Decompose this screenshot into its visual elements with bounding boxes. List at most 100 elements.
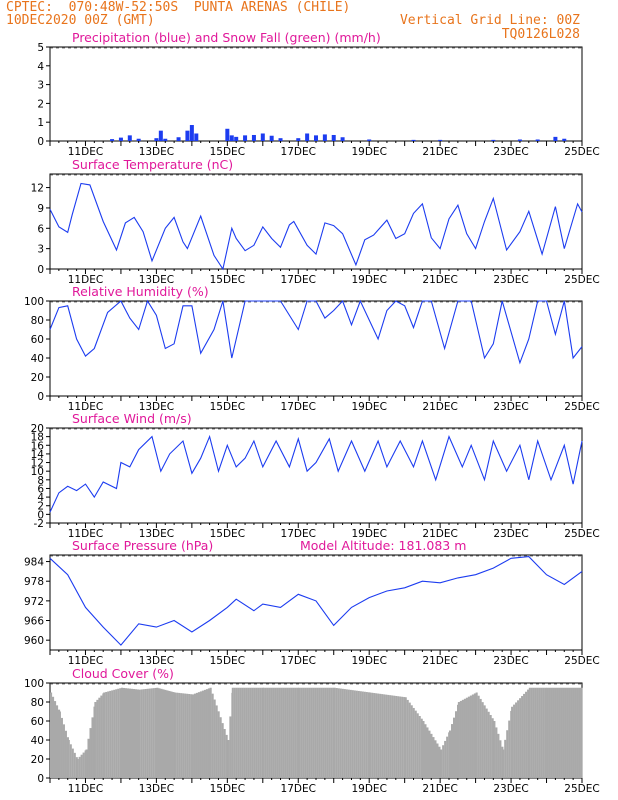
cloud-bar — [300, 687, 303, 778]
cloud-bar — [515, 702, 518, 778]
cloud-bar — [126, 688, 130, 778]
precip-bar — [136, 138, 141, 141]
cloud-bar — [178, 692, 181, 778]
y-tick-label: 100 — [24, 678, 44, 690]
x-tick-label: 11DEC — [68, 783, 103, 795]
cloud-bar — [389, 695, 392, 778]
cloud-bar — [251, 687, 254, 778]
cloud-bar — [397, 696, 400, 778]
y-tick-label: 966 — [24, 616, 44, 628]
y-tick-label: 1 — [37, 117, 44, 129]
x-tick-label: 13DEC — [139, 274, 174, 286]
cloud-bar — [414, 710, 417, 778]
x-tick-label: 13DEC — [139, 146, 174, 158]
precip-bar — [243, 135, 248, 141]
cloud-bar — [62, 724, 65, 778]
cloud-bar — [536, 687, 539, 778]
cloud-bar — [217, 711, 220, 778]
cloud-bar — [554, 687, 557, 778]
cloud-bar — [506, 730, 509, 778]
cloud-bar — [495, 727, 498, 778]
y-tick-label: 978 — [24, 576, 44, 588]
cloud-bar — [361, 691, 364, 778]
cloud-bar — [320, 687, 323, 778]
x-tick-label: 17DEC — [281, 401, 316, 413]
cloud-bar — [103, 692, 106, 778]
cloud-bar — [213, 699, 216, 778]
precip-bar — [305, 133, 310, 141]
cloud-bar — [231, 687, 234, 778]
cloud-bar — [426, 727, 429, 778]
cloud-bar — [576, 687, 579, 778]
cloud-bar — [562, 687, 565, 778]
cloud-bar — [467, 696, 470, 778]
cloud-bar — [381, 694, 384, 778]
cloud-bar — [233, 687, 236, 778]
x-tick-label: 21DEC — [422, 401, 457, 413]
cloud-bar — [542, 687, 545, 778]
cloud-bar — [355, 690, 358, 778]
series-line — [49, 299, 583, 365]
cloud-bar — [314, 687, 317, 778]
x-tick-label: 13DEC — [139, 528, 174, 540]
cloud-bar — [148, 688, 151, 778]
y-tick-label: 60 — [31, 334, 44, 346]
precip-bar — [517, 139, 522, 141]
cloud-bar — [221, 723, 224, 778]
cloud-bar — [211, 693, 214, 778]
panel-title: Precipitation (blue) and Snow Fall (gree… — [72, 30, 381, 45]
panel-frame — [49, 554, 583, 651]
cloud-bar — [270, 687, 273, 778]
cloud-bar — [239, 687, 242, 778]
cloud-bar — [278, 687, 281, 778]
cloud-bar — [420, 718, 423, 778]
cloud-bar — [180, 693, 183, 778]
cloud-bar — [504, 739, 507, 778]
y-tick-label: 14 — [31, 449, 45, 461]
cloud-bar — [306, 687, 309, 778]
y-tick-label: 0 — [37, 773, 44, 785]
cloud-bar — [174, 692, 177, 778]
cloud-bar — [523, 693, 526, 778]
cloud-bar — [367, 692, 370, 778]
cloud-bar — [491, 718, 494, 778]
cloud-bar — [120, 687, 124, 778]
cloud-bar — [455, 711, 458, 778]
x-tick-label: 23DEC — [493, 401, 528, 413]
cloud-bar — [345, 689, 348, 778]
cloud-bar — [182, 693, 185, 778]
cloud-bar — [87, 738, 90, 778]
y-tick-label: 20 — [31, 423, 44, 435]
cloud-bar — [318, 687, 321, 778]
y-tick-label: 2 — [37, 98, 44, 110]
cloud-bar — [193, 693, 196, 778]
cloud-bar — [550, 687, 553, 778]
cloud-bar — [560, 687, 563, 778]
cloud-bar — [80, 754, 83, 778]
y-tick-label: 0 — [37, 136, 44, 148]
cloud-bar — [406, 699, 409, 778]
x-tick-label: 15DEC — [210, 146, 245, 158]
cloud-bar — [253, 687, 256, 778]
cloud-bar — [399, 696, 402, 778]
cloud-bar — [438, 746, 441, 778]
x-tick-label: 21DEC — [422, 528, 457, 540]
cloud-bar — [113, 689, 116, 778]
y-tick-label: 984 — [24, 557, 44, 569]
y-tick-label: 20 — [31, 754, 44, 766]
cloud-bar — [375, 693, 378, 778]
y-tick-label: 6 — [37, 223, 44, 235]
cloud-bar — [410, 705, 413, 778]
cloud-bar — [94, 702, 97, 778]
cloud-bar — [76, 759, 79, 778]
panel-frame — [49, 300, 583, 397]
precip-bar — [314, 135, 318, 141]
x-tick-label: 25DEC — [564, 528, 599, 540]
cloud-bar — [391, 695, 394, 778]
precip-bar — [251, 134, 256, 141]
cloud-bar — [527, 689, 530, 778]
cloud-bar — [578, 687, 581, 778]
cloud-bar — [138, 689, 141, 778]
cloud-bar — [58, 711, 61, 778]
cloud-bar — [570, 687, 573, 778]
